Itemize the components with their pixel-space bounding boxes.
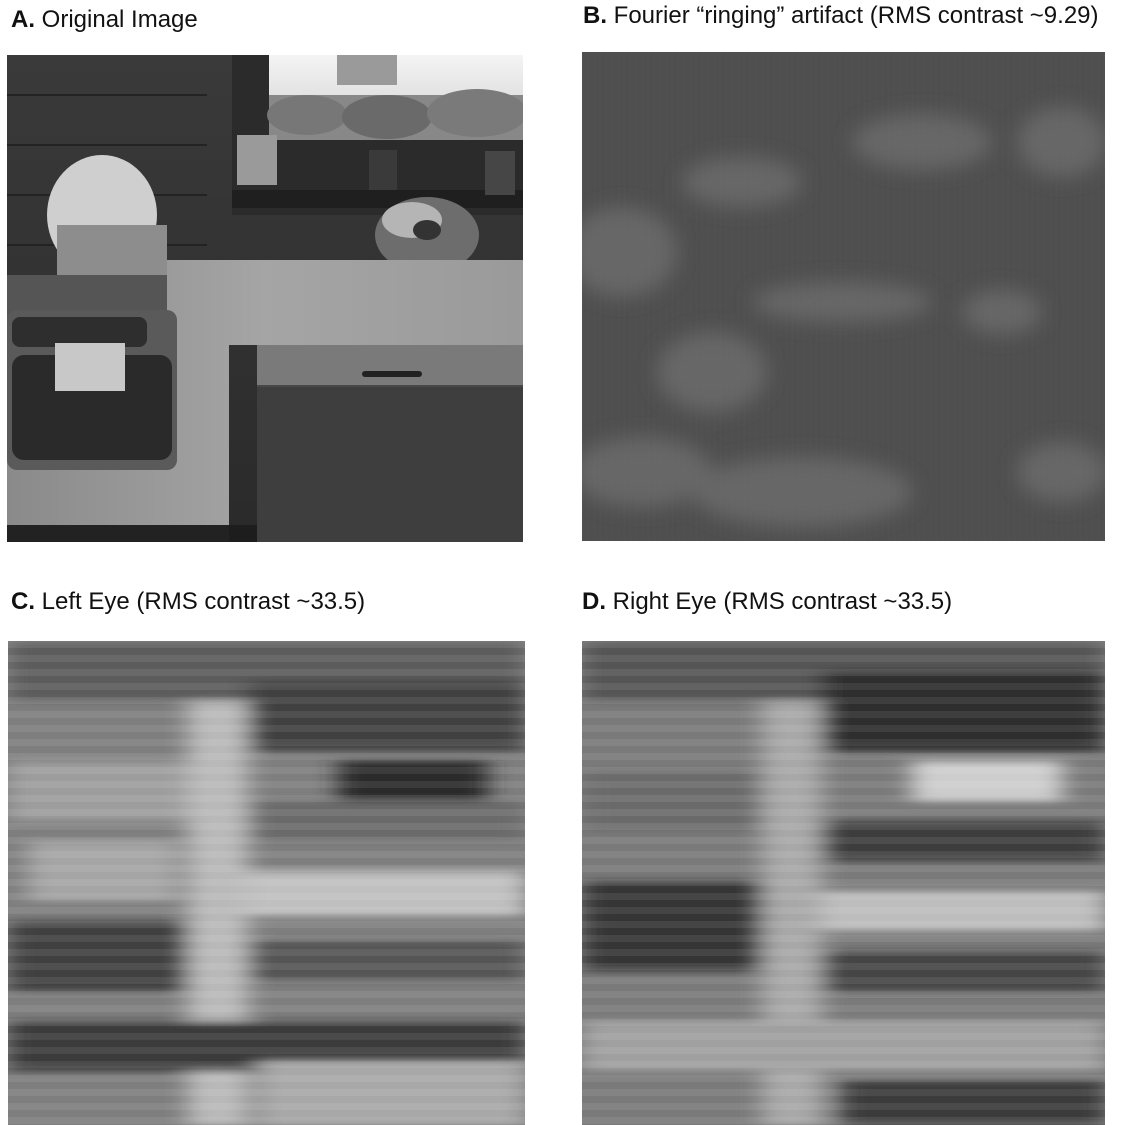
left-eye-image bbox=[8, 641, 525, 1125]
panel-b-title: B. Fourier “ringing” artifact (RMS contr… bbox=[583, 2, 1099, 30]
panel-b-letter: B. bbox=[583, 2, 607, 29]
panel-d-letter: D. bbox=[582, 588, 606, 615]
original-kitchen-image bbox=[7, 55, 523, 542]
panel-a-caption: Original Image bbox=[41, 6, 198, 33]
panel-b-caption: Fourier “ringing” artifact (RMS contrast… bbox=[613, 2, 1099, 29]
panel-d-title: D. Right Eye (RMS contrast ~33.5) bbox=[582, 588, 952, 616]
panel-c-letter: C. bbox=[11, 588, 35, 615]
panel-a-title: A. Original Image bbox=[11, 6, 198, 34]
ringing-artifact-image bbox=[582, 52, 1105, 541]
panel-a-letter: A. bbox=[11, 6, 35, 33]
panel-c-caption: Left Eye (RMS contrast ~33.5) bbox=[41, 588, 366, 615]
panel-d-caption: Right Eye (RMS contrast ~33.5) bbox=[612, 588, 953, 615]
panel-c-title: C. Left Eye (RMS contrast ~33.5) bbox=[11, 588, 365, 616]
right-eye-image bbox=[582, 641, 1105, 1125]
